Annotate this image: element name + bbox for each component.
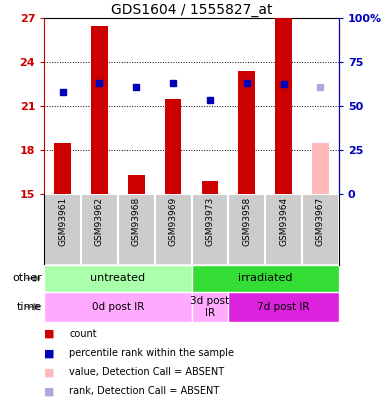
Bar [44,265,192,292]
Text: GSM93961: GSM93961 [58,196,67,246]
Bar [312,143,329,194]
Text: other: other [13,273,42,283]
Text: count: count [69,329,97,339]
Text: untreated: untreated [90,273,146,283]
Text: ■: ■ [44,348,55,358]
Bar [118,194,155,265]
Text: 7d post IR: 7d post IR [257,302,310,312]
Bar [192,292,228,322]
Text: GSM93969: GSM93969 [169,196,177,246]
Title: GDS1604 / 1555827_at: GDS1604 / 1555827_at [111,3,272,17]
Bar [192,194,228,265]
Text: GSM93967: GSM93967 [316,196,325,246]
Text: rank, Detection Call = ABSENT: rank, Detection Call = ABSENT [69,386,219,396]
Text: GSM93964: GSM93964 [279,196,288,246]
Bar [81,194,118,265]
Text: GSM93958: GSM93958 [242,196,251,246]
Bar [228,194,265,265]
Text: GSM93973: GSM93973 [206,196,214,246]
Bar [54,143,71,194]
Bar [238,71,255,194]
Text: GSM93962: GSM93962 [95,196,104,246]
Text: ■: ■ [44,329,55,339]
Bar [192,265,339,292]
Text: GSM93968: GSM93968 [132,196,141,246]
Bar [91,26,108,194]
Text: ■: ■ [44,386,55,396]
Bar [275,18,292,194]
Text: time: time [17,302,42,312]
Text: irradiated: irradiated [238,273,293,283]
Bar [228,292,339,322]
Bar [302,194,339,265]
Bar [202,181,218,194]
Text: 0d post IR: 0d post IR [92,302,144,312]
Bar [128,175,145,194]
Text: value, Detection Call = ABSENT: value, Detection Call = ABSENT [69,367,224,377]
Bar [165,99,181,194]
Text: ■: ■ [44,367,55,377]
Text: percentile rank within the sample: percentile rank within the sample [69,348,234,358]
Bar [155,194,192,265]
Bar [44,292,192,322]
Text: 3d post
IR: 3d post IR [191,296,229,318]
Bar [265,194,302,265]
Bar [44,194,81,265]
